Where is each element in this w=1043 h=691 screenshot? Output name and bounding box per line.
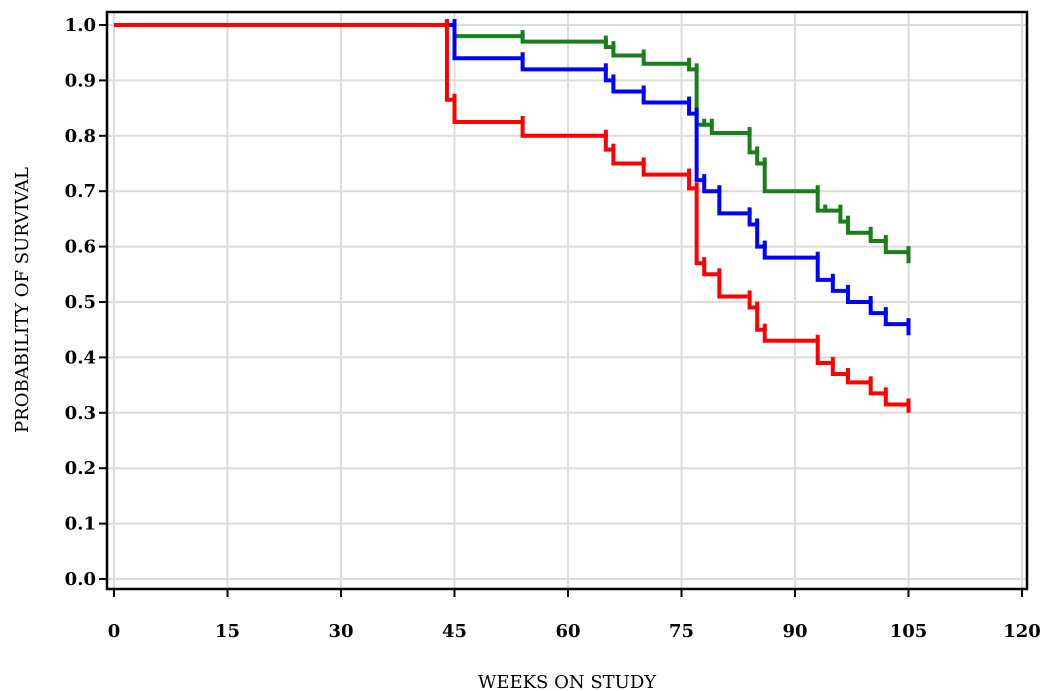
x-tick-label: 30 [328,621,353,642]
x-tick-label: 60 [555,621,580,642]
x-tick-label: 0 [108,621,121,642]
y-tick-label: 0.8 [65,126,96,147]
y-tick-label: 0.3 [65,403,96,424]
x-tick-label: 15 [215,621,240,642]
y-tick-label: 0.7 [65,181,96,202]
y-tick-label: 1.0 [65,15,96,36]
survival-line-2 [114,23,911,336]
x-tick-label: 90 [782,621,807,642]
x-tick-label: 120 [1003,621,1041,642]
grid-layer [107,12,1027,589]
y-tick-label: 0.0 [65,569,96,590]
tick-layer: 0 15 30 45 60 75 90 105 120 0.0 0.1 0.2 0.3 0.4 0.5 0.6… [65,15,1041,642]
survival-line-3 [114,23,911,413]
x-axis-title: WEEKS ON STUDY [478,672,657,691]
y-tick-label: 0.4 [65,347,96,368]
y-tick-label: 0.6 [65,237,96,258]
x-tick-label: 105 [890,621,928,642]
y-tick-label: 0.1 [65,514,96,535]
x-tick-label: 75 [669,621,694,642]
survival-line-1 [114,23,911,264]
x-tick-label: 45 [442,621,467,642]
series-layer [114,19,911,413]
y-tick-label: 0.5 [65,292,96,313]
y-tick-label: 0.2 [65,458,96,479]
y-tick-label: 0.9 [65,70,96,91]
y-axis-title: PROBABILITY OF SURVIVAL [12,167,33,433]
